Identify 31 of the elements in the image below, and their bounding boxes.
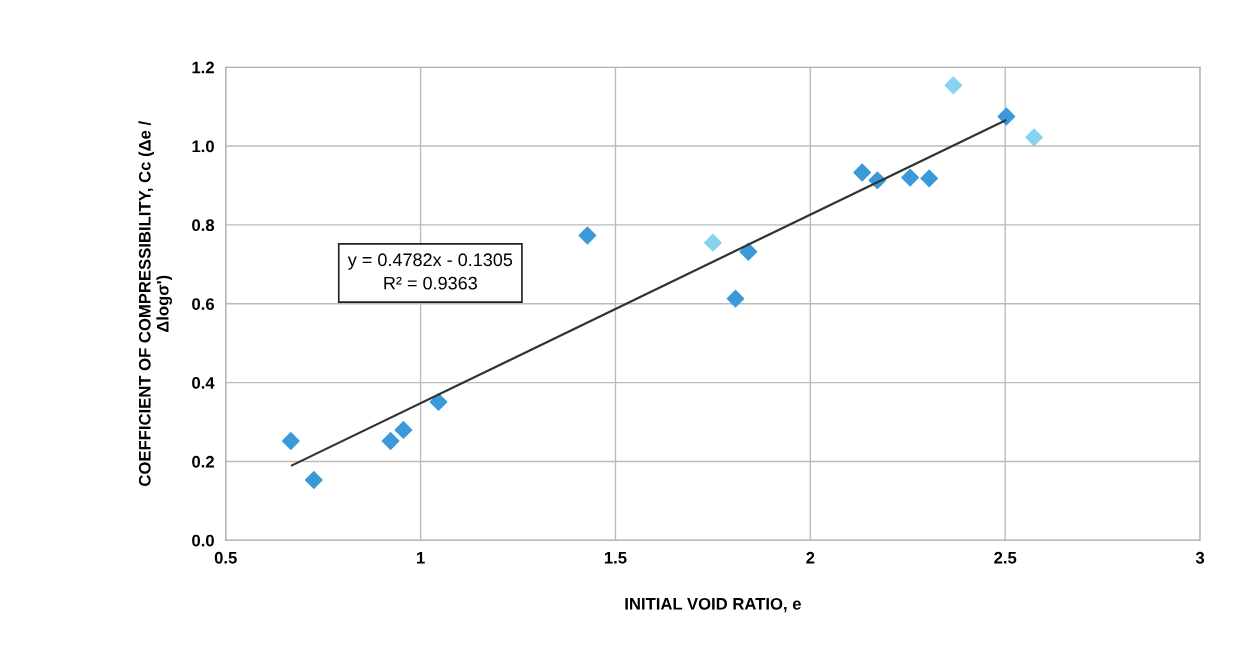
point <box>381 432 400 450</box>
x-tick-label: 1 <box>417 552 425 564</box>
point <box>944 76 963 95</box>
point <box>429 392 448 411</box>
point <box>281 432 300 450</box>
x-tick-label: 3 <box>1195 551 1205 564</box>
y-tick-label: 0.8 <box>192 219 215 232</box>
point <box>1025 128 1043 147</box>
point <box>394 420 413 439</box>
x-tick-label: 0.5 <box>214 551 237 564</box>
y-axis-title: COEFFICIENT OF COMPRESSIBILITY, Cc (Δe / Δlogσ') <box>138 121 172 486</box>
y-tick-label: 1.2 <box>192 61 214 74</box>
point <box>703 233 722 252</box>
point <box>726 289 745 308</box>
point <box>578 226 597 245</box>
x-tick-label: 2.5 <box>994 551 1017 564</box>
y-tick-label: 0.6 <box>192 298 215 310</box>
point <box>304 471 323 489</box>
y-tick-label: 1.0 <box>192 140 214 153</box>
x-tick-label: 2 <box>806 551 815 564</box>
point <box>997 107 1016 126</box>
annotation: y = 0.4782x - 0.1305 R² = 0.9363 <box>347 253 513 290</box>
point <box>739 242 758 261</box>
y-tick-label: 0.4 <box>192 376 215 389</box>
x-axis-title: INITIAL VOID RATIO, e <box>625 597 801 613</box>
y-tick-label: 0.2 <box>192 455 214 468</box>
point <box>901 168 920 187</box>
point <box>853 163 872 182</box>
point <box>920 169 939 188</box>
y-tick-label: 0.0 <box>192 534 214 547</box>
x-tick-label: 1.5 <box>604 552 627 564</box>
